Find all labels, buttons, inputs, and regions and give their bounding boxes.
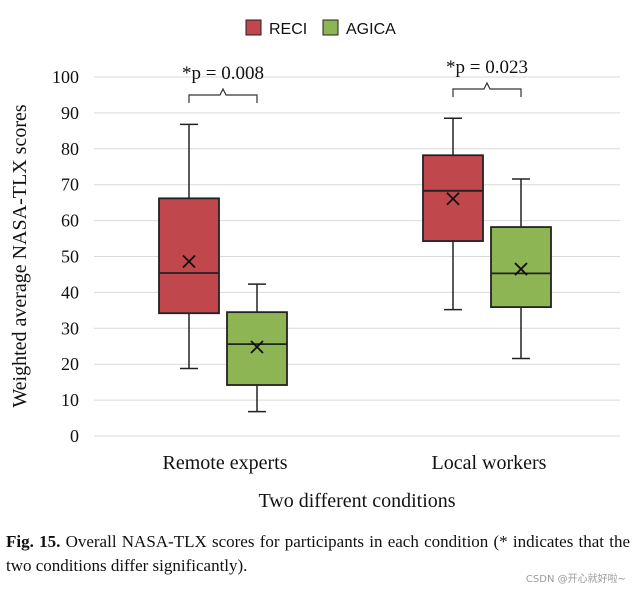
significance-bracket: *p = 0.023	[446, 57, 528, 97]
significance-annotations: *p = 0.008 *p = 0.023	[182, 57, 528, 103]
box-agica-1	[490, 178, 552, 360]
bracket-line	[452, 81, 522, 97]
y-tick-label: 70	[61, 175, 79, 195]
mean-marker	[446, 192, 460, 206]
box-body	[158, 197, 220, 315]
significance-bracket: *p = 0.008	[182, 63, 264, 103]
legend-swatch-reci	[245, 19, 262, 36]
box-body	[490, 226, 552, 309]
y-tick-label: 100	[52, 67, 79, 87]
box-agica-0	[226, 283, 288, 413]
y-axis-title: Weighted average NASA-TLX scores	[9, 104, 31, 407]
legend-label-reci: RECI	[269, 21, 307, 38]
box-reci-1	[422, 117, 484, 311]
mean-marker	[250, 340, 264, 354]
figure-caption: Fig. 15. Overall NASA-TLX scores for par…	[6, 530, 630, 578]
mean-marker	[514, 262, 528, 276]
x-axis-title: Two different conditions	[258, 490, 455, 512]
p-value-label: *p = 0.023	[446, 57, 528, 78]
y-tick-label: 90	[61, 103, 79, 123]
caption-label: Fig. 15.	[6, 532, 61, 551]
box-reci-0	[158, 123, 220, 370]
y-axis-ticks: 0 10 20 30 40 50 60 70 80 90 100	[52, 67, 79, 446]
y-tick-label: 30	[61, 318, 79, 338]
p-value-label: *p = 0.008	[182, 63, 264, 84]
y-tick-label: 10	[61, 390, 79, 410]
watermark: CSDN @开心就好啦~	[525, 574, 626, 585]
bracket-line	[188, 87, 258, 103]
y-tick-label: 0	[70, 426, 79, 446]
legend-swatch-agica	[322, 19, 339, 36]
legend: RECI AGICA	[245, 19, 396, 38]
boxes	[158, 117, 552, 413]
legend-label-agica: AGICA	[346, 21, 396, 38]
y-tick-label: 60	[61, 211, 79, 231]
y-tick-label: 50	[61, 247, 79, 267]
x-axis-categories: Remote experts Local workers	[163, 452, 547, 474]
y-tick-label: 20	[61, 354, 79, 374]
box-body	[226, 311, 288, 386]
x-category-label: Local workers	[432, 452, 547, 474]
y-tick-label: 40	[61, 282, 79, 302]
y-tick-label: 80	[61, 139, 79, 159]
caption-text: Overall NASA-TLX scores for participants…	[6, 532, 631, 575]
mean-marker	[182, 254, 196, 269]
x-category-label: Remote experts	[163, 452, 288, 474]
